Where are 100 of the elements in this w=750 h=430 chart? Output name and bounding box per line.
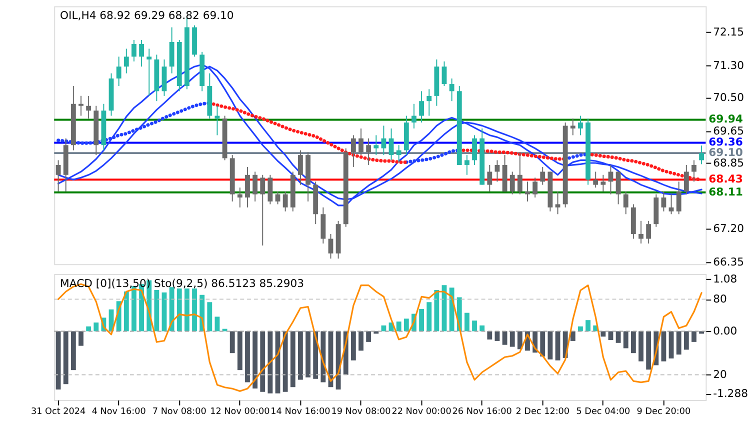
y-tick-label: 69.65 — [713, 124, 744, 138]
candlestick — [646, 220, 652, 244]
bar — [540, 331, 546, 356]
bar — [426, 302, 432, 332]
bar — [214, 316, 220, 332]
candlestick — [56, 160, 61, 192]
candlestick — [78, 95, 84, 116]
bar — [70, 331, 76, 370]
candlestick — [350, 134, 356, 168]
bar — [517, 331, 522, 350]
candlestick — [661, 191, 666, 212]
candlestick — [692, 160, 696, 182]
candlestick — [616, 171, 621, 205]
candlestick — [517, 152, 522, 195]
bar — [94, 322, 99, 332]
candlestick — [245, 166, 250, 208]
bar — [230, 331, 235, 354]
x-tick-label: 22 Nov 00:00 — [392, 407, 452, 418]
candlestick — [426, 88, 432, 116]
candlestick — [298, 150, 303, 186]
x-tick-label: 26 Nov 16:00 — [452, 407, 512, 418]
candlestick — [86, 95, 92, 120]
candlestick — [116, 56, 122, 87]
candlestick — [540, 166, 546, 186]
candlestick — [374, 134, 379, 156]
x-tick-label: 5 Dec 04:00 — [576, 407, 630, 418]
candlestick — [358, 128, 364, 156]
bar — [646, 331, 652, 370]
candlestick — [570, 118, 576, 136]
candlestick — [366, 138, 372, 166]
bar — [282, 331, 288, 392]
candlestick — [600, 174, 606, 192]
y-tick-label: 0.00 — [713, 324, 738, 338]
bar — [56, 331, 61, 390]
candlestick — [328, 234, 334, 260]
candlestick — [252, 171, 258, 202]
candlestick — [139, 40, 144, 68]
x-tick-label: 9 Dec 20:00 — [636, 407, 691, 418]
bar — [668, 331, 674, 358]
candlestick — [419, 90, 424, 124]
bar — [419, 308, 424, 332]
bar — [124, 291, 129, 332]
bar — [434, 290, 440, 332]
bar — [510, 331, 515, 347]
bar — [169, 287, 174, 332]
ref-line-label: 68.11 — [708, 185, 743, 198]
candlestick — [555, 191, 560, 215]
candlestick — [676, 181, 682, 215]
bar — [578, 326, 583, 332]
candlestick — [608, 164, 614, 195]
x-tick-label: 12 Nov 00:00 — [210, 407, 270, 418]
bar — [290, 331, 296, 388]
y-tick-label: -1.288 — [713, 387, 748, 400]
candlestick — [268, 174, 273, 205]
bar — [78, 331, 84, 346]
candlestick — [532, 177, 538, 198]
bar — [176, 288, 182, 332]
candlestick — [510, 171, 515, 195]
bar — [245, 331, 250, 382]
candlestick — [260, 174, 266, 246]
ref-line-label: 68.43 — [708, 172, 743, 186]
bar — [252, 331, 258, 389]
candlestick — [623, 191, 628, 215]
bar — [381, 325, 386, 332]
bar — [268, 331, 273, 394]
y2-tick-label: 20 — [713, 368, 727, 382]
candlestick — [487, 164, 492, 192]
candlestick — [124, 48, 129, 74]
bar — [692, 331, 696, 342]
bar — [480, 325, 485, 332]
bar — [502, 331, 508, 345]
bar — [396, 322, 402, 332]
x-tick-label: 7 Nov 08:00 — [152, 407, 207, 418]
candlestick — [699, 145, 704, 165]
bar — [548, 331, 553, 360]
bar — [162, 292, 167, 332]
bar — [306, 331, 310, 378]
ref-line-label: 69.36 — [708, 136, 743, 149]
bar — [260, 331, 266, 392]
bar — [237, 331, 242, 370]
bar — [472, 320, 477, 332]
bar — [184, 288, 190, 332]
bar — [207, 302, 212, 332]
bar — [63, 331, 68, 384]
candlestick — [396, 144, 402, 163]
candlestick — [132, 40, 136, 62]
bar — [616, 331, 621, 343]
candlestick — [412, 103, 416, 129]
candlestick — [638, 220, 644, 244]
bar — [350, 331, 356, 360]
bar — [404, 318, 409, 332]
candlestick — [381, 125, 386, 156]
x-tick-label: 14 Nov 16:00 — [270, 407, 331, 418]
candlestick — [472, 134, 477, 166]
bar — [600, 331, 606, 337]
x-tick-label: 19 Nov 08:00 — [331, 407, 392, 418]
bar — [623, 331, 628, 348]
x-tick-label: 31 Oct 2024 — [30, 407, 86, 418]
candlestick — [282, 191, 288, 212]
x-tick-label: 2 Dec 12:00 — [516, 407, 570, 418]
